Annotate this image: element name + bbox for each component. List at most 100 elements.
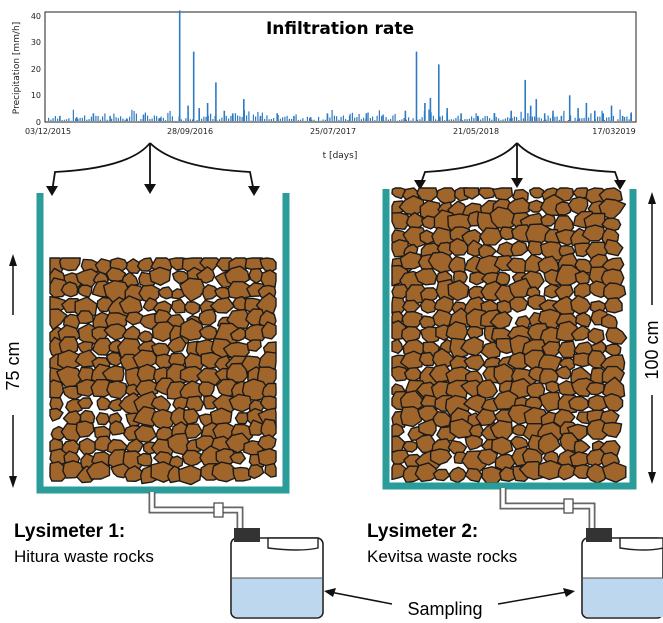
precipitation-bar <box>432 115 434 121</box>
precipitation-bar <box>360 119 362 121</box>
precipitation-bar <box>399 120 401 121</box>
precipitation-bar <box>259 115 262 121</box>
precipitation-bar <box>543 120 545 121</box>
precipitation-bar <box>92 113 95 121</box>
precipitation-bar <box>239 116 241 121</box>
rock <box>391 338 404 355</box>
precipitation-bar <box>491 119 493 121</box>
arrow-right-1 <box>149 142 255 193</box>
rock <box>95 412 111 426</box>
precipitation-bar <box>331 110 333 121</box>
rock <box>585 381 605 396</box>
rock <box>463 394 487 414</box>
rock <box>402 440 418 453</box>
precipitation-bar <box>351 112 353 121</box>
rock <box>448 466 468 484</box>
precipitation-bar <box>509 118 511 121</box>
precipitation-bar <box>165 120 167 121</box>
precipitation-bar <box>500 120 502 121</box>
precipitation-bar <box>149 119 151 121</box>
rock <box>492 187 514 202</box>
precipitation-bar <box>504 118 506 121</box>
precipitation-bar <box>522 118 524 121</box>
precipitation-bar <box>342 115 344 121</box>
precipitation-bar <box>382 114 384 121</box>
precipitation-bar <box>333 115 335 121</box>
precipitation-bar <box>579 118 581 121</box>
precipitation-bar <box>248 111 250 121</box>
rock <box>257 448 277 469</box>
precipitation-bar <box>295 114 297 121</box>
precipitation-bar <box>475 113 477 121</box>
precipitation-bar <box>547 115 549 121</box>
rock <box>602 282 627 302</box>
precipitation-bar <box>460 113 462 121</box>
rock <box>257 434 277 452</box>
precipitation-bar <box>529 105 532 121</box>
precipitation-bar <box>424 103 426 121</box>
precipitation-bar <box>401 119 403 121</box>
precipitation-bar <box>552 110 554 121</box>
rock <box>463 354 486 371</box>
rock <box>91 337 113 356</box>
lysimeter-1 <box>36 193 290 494</box>
precipitation-bar <box>291 118 293 121</box>
precipitation-bar <box>581 118 583 121</box>
rock <box>136 257 154 272</box>
rock <box>568 395 590 412</box>
precipitation-bar <box>318 116 320 121</box>
precipitation-bar <box>309 117 311 121</box>
drain-pipe-1 <box>148 492 244 528</box>
rock <box>604 343 622 358</box>
precipitation-bar <box>117 118 119 121</box>
precipitation-bar <box>276 113 278 121</box>
height-dimension-2: 100 cm <box>642 192 662 484</box>
precipitation-bar <box>385 117 387 121</box>
rock <box>554 365 572 380</box>
rock <box>79 409 96 425</box>
rock <box>183 301 201 316</box>
sampling-label: Sampling <box>407 599 482 619</box>
precipitation-bar <box>180 119 182 121</box>
arrow-heads <box>46 178 626 196</box>
rock <box>418 315 437 330</box>
precipitation-bar <box>75 118 77 121</box>
precipitation-bar <box>52 118 54 121</box>
rock <box>447 279 470 302</box>
precipitation-bar <box>122 118 124 121</box>
height-dimension-1: 75 cm <box>3 254 23 488</box>
precipitation-bar <box>554 116 556 121</box>
rock <box>391 365 411 382</box>
precipitation-bar <box>50 119 52 121</box>
precipitation-bar <box>567 120 569 121</box>
precipitation-bar <box>372 116 374 121</box>
precipitation-bar <box>405 119 407 121</box>
precipitation-bar <box>363 117 365 121</box>
precipitation-bar <box>347 120 349 121</box>
precipitation-bar <box>507 117 509 121</box>
precipitation-bar <box>617 119 619 121</box>
rock <box>540 213 557 227</box>
precipitation-bar <box>147 115 149 121</box>
rock <box>418 351 436 367</box>
precipitation-bar <box>502 119 504 121</box>
precipitation-bar <box>196 120 198 121</box>
rock <box>229 451 247 465</box>
precipitation-bar <box>354 117 356 121</box>
precipitation-bar <box>277 115 279 121</box>
precipitation-bar <box>286 115 288 121</box>
rock <box>49 396 64 411</box>
precipitation-bar <box>140 119 142 121</box>
rock <box>581 224 606 242</box>
tank-2 <box>382 189 637 490</box>
precipitation-bar <box>438 64 440 121</box>
precipitation-bar <box>441 115 443 121</box>
precipitation-bar <box>558 119 560 121</box>
precipitation-bar <box>81 117 83 121</box>
precipitation-bar <box>560 115 563 121</box>
y-tick-label: 20 <box>31 65 41 74</box>
rock <box>177 464 202 486</box>
precipitation-bar <box>486 116 488 121</box>
precipitation-bar <box>520 111 522 121</box>
precipitation-bar <box>187 105 189 121</box>
